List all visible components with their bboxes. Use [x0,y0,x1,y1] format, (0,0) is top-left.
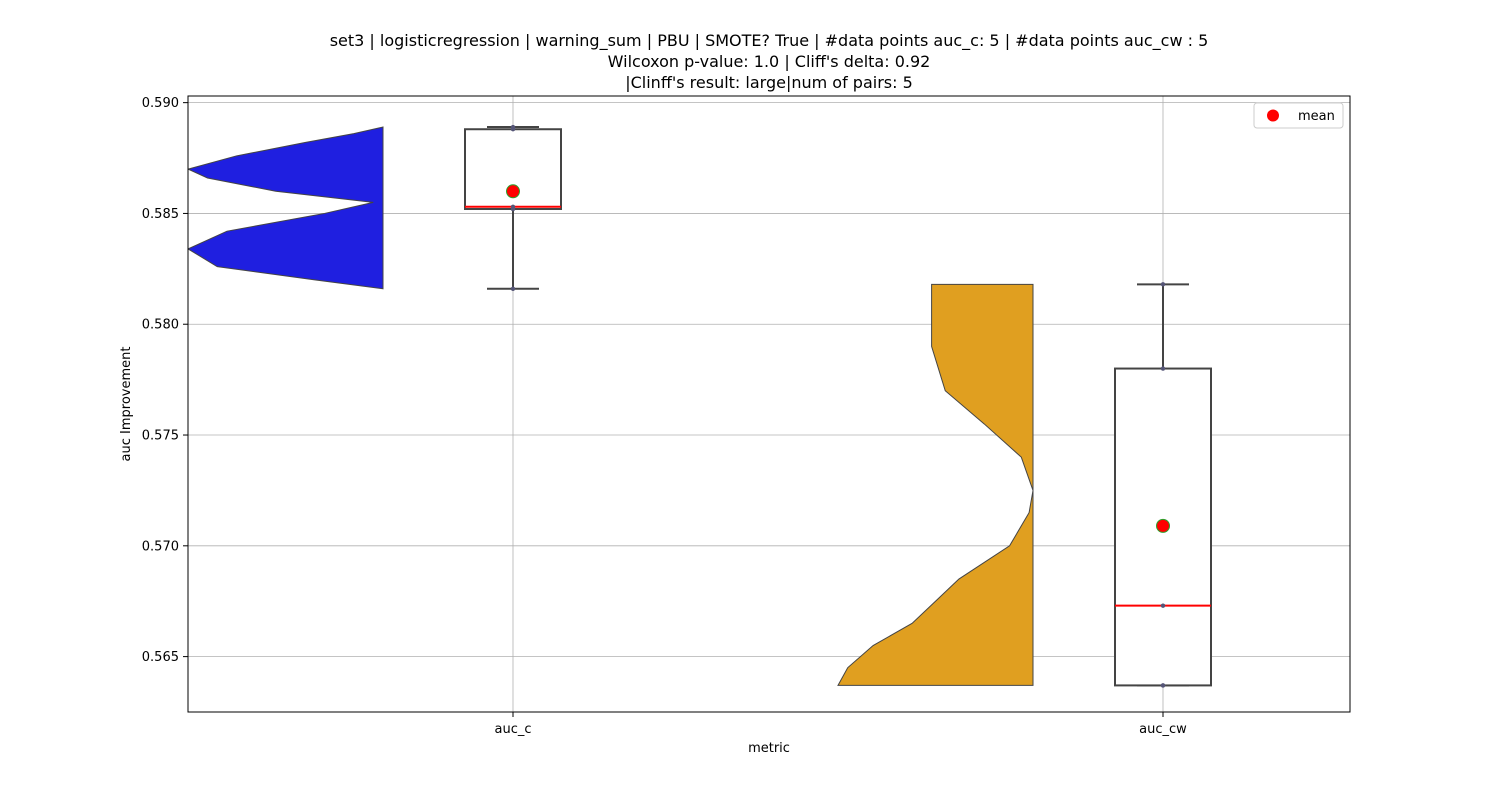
legend: mean [1253,102,1344,129]
mean-marker-auc_cw [1156,518,1170,533]
y-tick-label: 0.575 [142,429,179,444]
violin-auc_c [188,126,384,290]
title-line-3: |Clinff's result: large|num of pairs: 5 [625,73,913,92]
data-point-auc_cw [1160,603,1166,608]
data-point-auc_c [510,204,516,209]
violin-auc_cw [837,283,1034,686]
data-point-auc_cw [1160,282,1166,287]
y-tick-label: 0.580 [142,318,179,333]
data-point-auc_cw [1160,683,1166,688]
mean-marker-auc_c [506,184,520,199]
y-tick-label: 0.565 [142,650,179,665]
data-point-auc_c [510,124,516,130]
legend-box [1253,102,1344,129]
x-tick-label: auc_c [494,722,531,737]
plot-layer [188,124,1212,688]
data-point-auc_c [510,286,516,291]
chart-title: set3 | logisticregression | warning_sum … [330,31,1209,92]
title-line-1: set3 | logisticregression | warning_sum … [330,31,1209,51]
y-tick-label: 0.585 [142,207,179,222]
axes-frame [187,95,1351,713]
data-point-auc_cw [1160,366,1166,371]
x-tick-label: auc_cw [1139,722,1187,737]
legend-label-mean: mean [1298,109,1335,124]
y-tick-label: 0.570 [142,539,179,554]
y-axis-label: auc Improvement [119,347,134,462]
legend-marker-mean [1267,109,1279,122]
title-line-2: Wilcoxon p-value: 1.0 | Cliff's delta: 0… [608,52,931,71]
y-tick-label: 0.590 [142,96,179,111]
x-axis-label: metric [748,741,790,756]
axes-layer: 0.565 0.570 0.575 0.580 0.585 0.590 auc_c auc_c… [142,95,1351,737]
